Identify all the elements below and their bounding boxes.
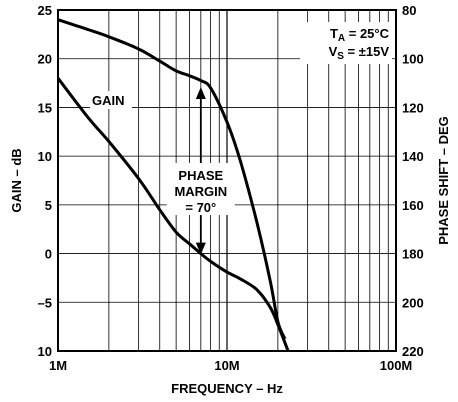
condition-temperature: TA = 25°C <box>330 26 390 44</box>
y-left-tick-label: 0 <box>45 247 52 262</box>
x-tick-label: 100M <box>380 358 413 373</box>
gain-label-background <box>90 91 132 109</box>
x-tick-label: 1M <box>49 358 67 373</box>
phase-margin-arrowhead-up <box>195 86 206 99</box>
y-left-tick-label: 15 <box>38 100 52 115</box>
y-left-tick-label: 5 <box>45 198 52 213</box>
vs-subscript: S <box>337 51 344 62</box>
y-right-tick-label: 140 <box>402 149 424 164</box>
phase-margin-label-background <box>166 163 235 215</box>
gain-curve-label: GAIN <box>92 93 125 108</box>
y-right-tick-label: 160 <box>402 198 424 213</box>
y-right-tick-label: 200 <box>402 295 424 310</box>
phase-curve <box>57 18 287 340</box>
x-tick-label: 10M <box>214 358 239 373</box>
phase-margin-arrowhead-down <box>195 242 206 255</box>
y-left-tick-label: –5 <box>38 295 52 310</box>
y-right-tick-label: 80 <box>402 3 416 18</box>
phase-margin-label-line3: = 70° <box>185 200 216 215</box>
condition-supply-voltage: VS = ±15V <box>329 44 390 62</box>
plot-frame <box>57 9 397 352</box>
y-left-tick-label: 20 <box>38 52 52 67</box>
y-axis-right-title: PHASE SHIFT – DEG <box>436 116 451 245</box>
ta-subscript: A <box>338 33 345 44</box>
ta-symbol: T <box>330 26 338 41</box>
y-right-tick-label: 180 <box>402 247 424 262</box>
phase-margin-label-line2: MARGIN <box>174 184 227 199</box>
y-left-tick-label: 25 <box>38 3 52 18</box>
vs-value: = ±15V <box>344 44 389 59</box>
ta-value: = 25°C <box>345 26 389 41</box>
y-left-tick-label: 10 <box>38 344 52 359</box>
conditions-box <box>300 22 392 64</box>
y-right-tick-label: 100 <box>402 52 424 67</box>
x-axis-title: FREQUENCY – Hz <box>171 381 283 396</box>
phase-margin-label-line1: PHASE <box>178 168 223 183</box>
y-right-tick-label: 220 <box>402 344 424 359</box>
y-right-tick-label: 120 <box>402 100 424 115</box>
y-left-tick-label: 10 <box>38 149 52 164</box>
tick-labels: 25 20 15 10 5 0 –5 10 80 100 120 140 160 180 200 220 1M 1… <box>38 3 424 373</box>
vs-symbol: V <box>329 44 338 59</box>
y-axis-left-title: GAIN – dB <box>9 148 24 212</box>
